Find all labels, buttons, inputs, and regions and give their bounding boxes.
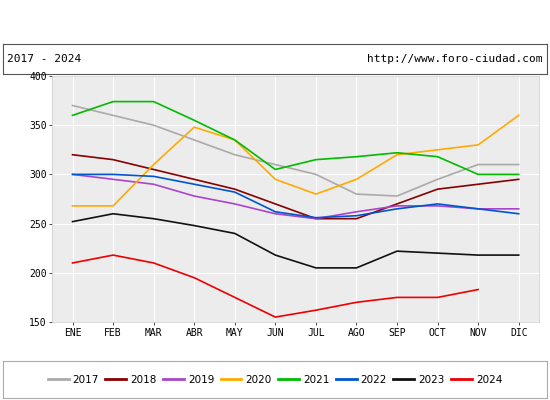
Text: 2017 - 2024: 2017 - 2024 [7, 54, 81, 64]
Text: Evolucion del paro registrado en Medina de Rioseco: Evolucion del paro registrado en Medina … [87, 14, 463, 28]
Legend: 2017, 2018, 2019, 2020, 2021, 2022, 2023, 2024: 2017, 2018, 2019, 2020, 2021, 2022, 2023… [48, 374, 502, 385]
Text: http://www.foro-ciudad.com: http://www.foro-ciudad.com [367, 54, 543, 64]
